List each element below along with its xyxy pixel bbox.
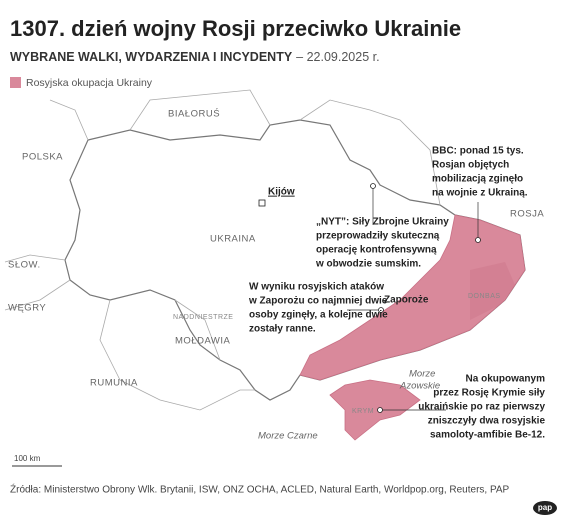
annotation: Rosjan objętych — [432, 160, 509, 171]
event-dot — [475, 237, 481, 243]
annotation: na wojnie z Ukrainą. — [432, 188, 528, 199]
event-dot — [370, 183, 376, 189]
country-label: MOŁDAWIA — [175, 336, 231, 347]
annotation: ukraińskie po raz pierwszy — [418, 402, 545, 413]
source: Źródła: Ministerstwo Obrony Wlk. Brytani… — [10, 483, 510, 496]
occupied-area — [299, 214, 526, 381]
region-label: NADDNIESTRZE — [173, 314, 233, 321]
annotation: przeprowadziły skuteczną — [316, 231, 440, 242]
annotation: BBC: ponad 15 tys. — [432, 146, 524, 157]
borders — [4, 89, 441, 411]
legend-label: Rosyjska okupacja Ukrainy — [26, 77, 153, 89]
annotation: operację kontrofensywną — [316, 245, 437, 256]
sea-label: Morze Czarne — [258, 431, 318, 442]
country-label: ROSJA — [510, 209, 544, 220]
sea-label: Morze — [409, 369, 435, 380]
country-label: POLSKA — [22, 152, 63, 163]
country-label: RUMUNIA — [90, 378, 138, 389]
city-label: Kijów — [268, 187, 295, 198]
title: 1307. dzień wojny Rosji przeciwko Ukrain… — [10, 16, 461, 41]
annotation: mobilizacją zginęło — [432, 174, 523, 185]
event-dot — [377, 407, 383, 413]
city-label: Zaporoże — [384, 295, 429, 306]
region-label: DONBAS — [468, 293, 501, 300]
country-label: SŁOW. — [8, 260, 41, 271]
annotation: W wyniku rosyjskich ataków — [249, 282, 384, 293]
logo: pap — [538, 503, 552, 512]
annotation: zostały ranne. — [249, 324, 316, 335]
crimea — [329, 379, 421, 441]
annotation: „NYT”: Siły Zbrojne Ukrainy — [316, 217, 449, 228]
country-label: UKRAINA — [210, 234, 256, 245]
donbas-area — [470, 262, 515, 320]
subtitle-line: WYBRANE WALKI, WYDARZENIA I INCYDENTY – 2… — [10, 50, 380, 64]
scale-label: 100 km — [14, 454, 41, 463]
annotation: przez Rosję Krymie siły — [433, 388, 545, 399]
sea-label: Azowskie — [399, 381, 440, 392]
legend-swatch — [10, 77, 21, 88]
country-label: WĘGRY — [8, 303, 46, 314]
annotation: osoby zginęły, a kolejne dwie — [249, 310, 388, 321]
annotation: w Zaporożu co najmniej dwie — [248, 296, 388, 307]
capital — [258, 199, 266, 207]
annotation: zniszczyły dwa rosyjskie — [428, 416, 546, 427]
country-label: BIAŁORUŚ — [168, 108, 220, 120]
logo-bg — [533, 501, 557, 515]
region-label: KRYM — [352, 408, 374, 415]
map — [4, 89, 526, 441]
event-dot — [378, 307, 384, 313]
subtitle: WYBRANE WALKI, WYDARZENIA I INCYDENTY — [10, 50, 293, 64]
annotation: w obwodzie sumskim. — [315, 259, 421, 270]
date: – 22.09.2025 r. — [296, 50, 379, 64]
annotation: Na okupowanym — [466, 374, 546, 385]
annotation: samoloty-amfibie Be-12. — [430, 430, 545, 441]
